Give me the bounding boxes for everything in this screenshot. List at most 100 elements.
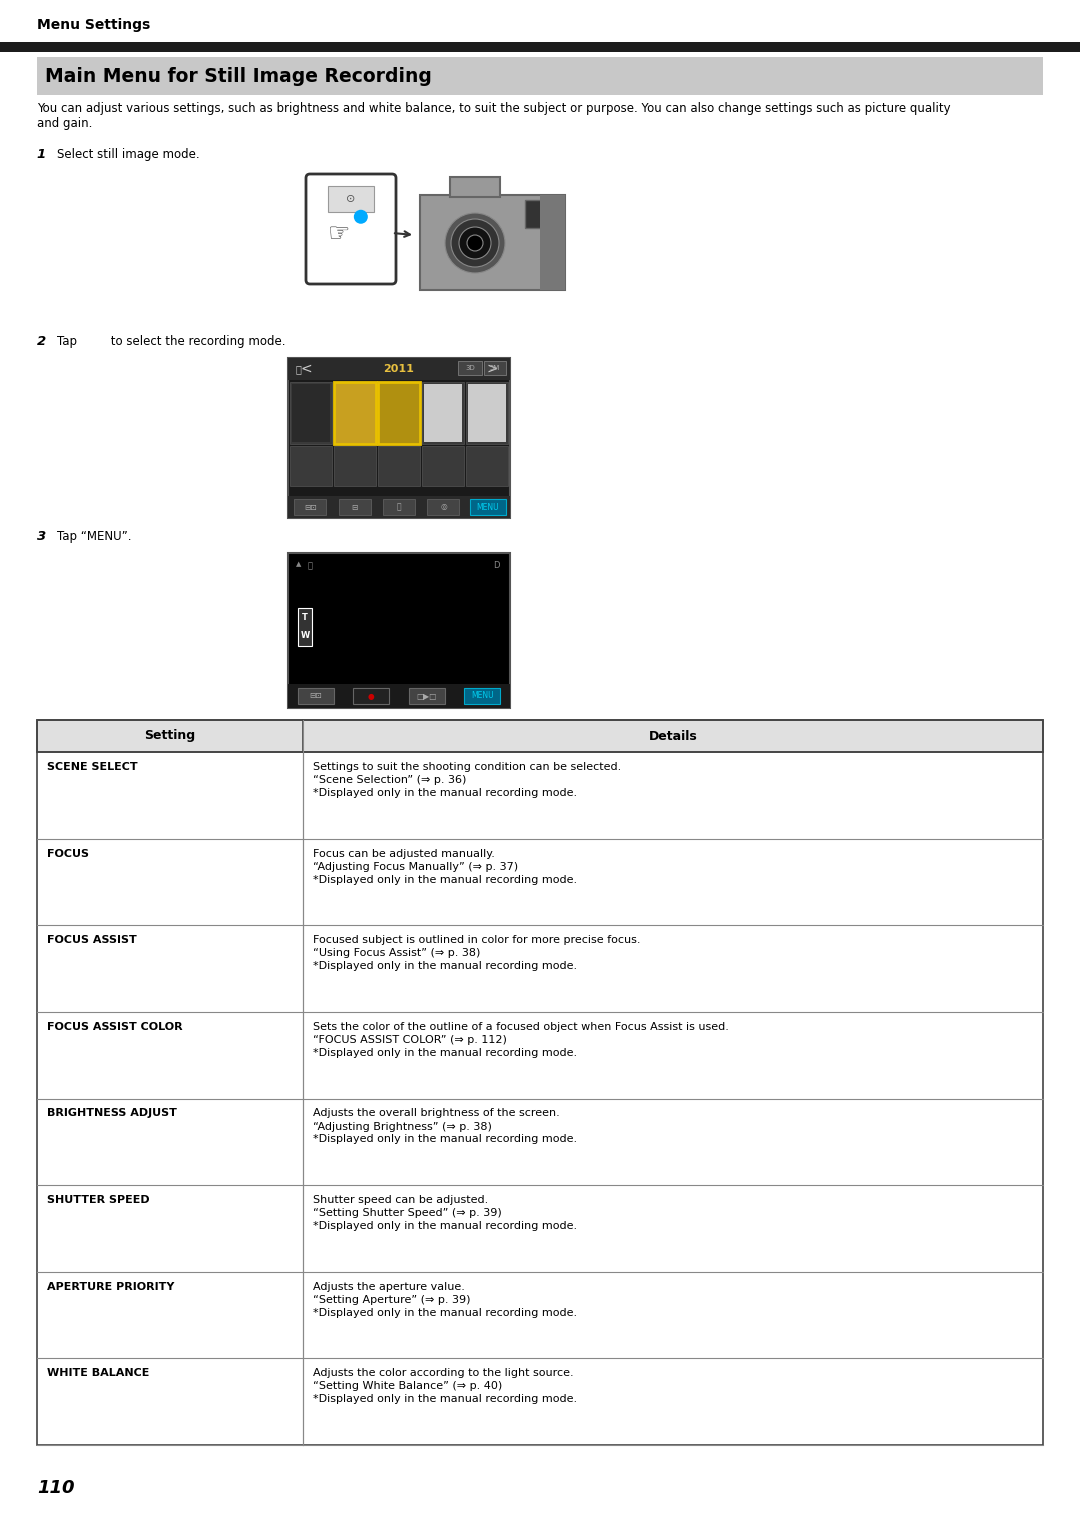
Bar — [291, 382, 332, 444]
Bar — [450, 177, 500, 197]
Text: Adjusts the color according to the light source.: Adjusts the color according to the light… — [313, 1368, 575, 1379]
Text: Main Menu for Still Image Recording: Main Menu for Still Image Recording — [44, 67, 432, 86]
Bar — [0, 43, 1080, 52]
Text: T: T — [302, 614, 308, 623]
Text: *Displayed only in the manual recording mode.: *Displayed only in the manual recording … — [313, 1394, 578, 1405]
FancyBboxPatch shape — [306, 174, 396, 284]
Bar — [470, 499, 505, 515]
Text: BRIGHTNESS ADJUST: BRIGHTNESS ADJUST — [46, 1109, 177, 1118]
Text: FOCUS: FOCUS — [46, 849, 89, 858]
Circle shape — [451, 218, 499, 267]
Text: 3D: 3D — [465, 365, 475, 371]
Text: 📷: 📷 — [308, 560, 313, 570]
Text: D: D — [494, 560, 500, 570]
Text: Details: Details — [649, 730, 698, 742]
Text: ▲: ▲ — [296, 560, 301, 567]
Text: Tap “MENU”.: Tap “MENU”. — [57, 530, 132, 544]
Bar — [37, 721, 1043, 1445]
Text: ◎: ◎ — [440, 502, 447, 512]
Bar — [540, 195, 565, 290]
Bar — [378, 382, 420, 444]
Bar — [288, 357, 510, 518]
Text: ⊙: ⊙ — [347, 194, 355, 205]
Text: Settings to suit the shooting condition can be selected.: Settings to suit the shooting condition … — [313, 762, 622, 773]
Bar — [420, 195, 565, 290]
Bar — [339, 499, 370, 515]
Bar — [298, 689, 334, 704]
Text: Menu Settings: Menu Settings — [37, 18, 150, 32]
Bar — [383, 499, 415, 515]
Text: “FOCUS ASSIST COLOR” (⇒ p. 112): “FOCUS ASSIST COLOR” (⇒ p. 112) — [313, 1035, 508, 1044]
Text: Adjusts the overall brightness of the screen.: Adjusts the overall brightness of the sc… — [313, 1109, 561, 1118]
Text: SCENE SELECT: SCENE SELECT — [46, 762, 137, 773]
Bar — [334, 382, 376, 444]
Text: ☞: ☞ — [327, 221, 350, 246]
Text: <: < — [300, 362, 312, 376]
Text: FOCUS ASSIST COLOR: FOCUS ASSIST COLOR — [46, 1022, 183, 1032]
Bar — [334, 446, 376, 486]
Circle shape — [467, 235, 483, 250]
Bar — [37, 721, 1043, 751]
Bar — [464, 689, 500, 704]
Circle shape — [459, 228, 491, 260]
Text: *Displayed only in the manual recording mode.: *Displayed only in the manual recording … — [313, 1048, 578, 1058]
Text: “Setting Shutter Speed” (⇒ p. 39): “Setting Shutter Speed” (⇒ p. 39) — [313, 1208, 502, 1219]
Text: *Displayed only in the manual recording mode.: *Displayed only in the manual recording … — [313, 1135, 578, 1145]
Bar — [288, 684, 510, 709]
Text: *Displayed only in the manual recording mode.: *Displayed only in the manual recording … — [313, 1222, 578, 1231]
Text: Focused subject is outlined in color for more precise focus.: Focused subject is outlined in color for… — [313, 935, 640, 945]
Text: MENU: MENU — [471, 692, 494, 701]
Text: You can adjust various settings, such as brightness and white balance, to suit t: You can adjust various settings, such as… — [37, 102, 950, 115]
Bar — [328, 186, 374, 212]
Bar — [465, 446, 508, 486]
Bar — [288, 357, 510, 380]
Text: *Displayed only in the manual recording mode.: *Displayed only in the manual recording … — [313, 962, 578, 971]
Text: 2011: 2011 — [383, 363, 415, 374]
Text: “Using Focus Assist” (⇒ p. 38): “Using Focus Assist” (⇒ p. 38) — [313, 948, 481, 959]
Text: Select still image mode.: Select still image mode. — [57, 148, 200, 160]
Bar — [288, 553, 510, 709]
Bar — [408, 689, 445, 704]
Text: FOCUS ASSIST: FOCUS ASSIST — [46, 935, 136, 945]
Text: “Adjusting Brightness” (⇒ p. 38): “Adjusting Brightness” (⇒ p. 38) — [313, 1121, 492, 1132]
Text: *Displayed only in the manual recording mode.: *Displayed only in the manual recording … — [313, 788, 578, 799]
Bar — [353, 689, 389, 704]
Bar — [424, 383, 462, 441]
Text: *Displayed only in the manual recording mode.: *Displayed only in the manual recording … — [313, 1307, 578, 1318]
Text: WHITE BALANCE: WHITE BALANCE — [46, 1368, 149, 1379]
Text: SHUTTER SPEED: SHUTTER SPEED — [46, 1196, 149, 1205]
Text: 2: 2 — [37, 334, 46, 348]
Bar — [465, 382, 508, 444]
Bar — [484, 360, 507, 376]
Circle shape — [445, 212, 505, 273]
Text: Setting: Setting — [145, 730, 195, 742]
Text: “Setting White Balance” (⇒ p. 40): “Setting White Balance” (⇒ p. 40) — [313, 1382, 502, 1391]
Text: “Scene Selection” (⇒ p. 36): “Scene Selection” (⇒ p. 36) — [313, 776, 467, 785]
Text: 🗑: 🗑 — [396, 502, 402, 512]
Text: Sets the color of the outline of a focused object when Focus Assist is used.: Sets the color of the outline of a focus… — [313, 1022, 729, 1032]
Bar — [292, 383, 330, 441]
Bar — [468, 383, 507, 441]
Text: APERTURE PRIORITY: APERTURE PRIORITY — [46, 1281, 174, 1292]
Bar — [378, 446, 420, 486]
Bar — [37, 56, 1043, 95]
Text: 5M: 5M — [490, 365, 500, 371]
Bar — [458, 360, 482, 376]
Text: *Displayed only in the manual recording mode.: *Displayed only in the manual recording … — [313, 875, 578, 884]
Text: W: W — [300, 632, 310, 640]
Circle shape — [354, 209, 368, 224]
Text: 📷: 📷 — [296, 363, 302, 374]
Bar — [294, 499, 326, 515]
Text: ⊟⊡: ⊟⊡ — [303, 502, 316, 512]
Bar — [525, 200, 563, 228]
Bar — [288, 496, 510, 518]
Bar — [422, 446, 464, 486]
Text: 3: 3 — [37, 530, 46, 544]
Text: >: > — [486, 362, 498, 376]
Text: “Adjusting Focus Manually” (⇒ p. 37): “Adjusting Focus Manually” (⇒ p. 37) — [313, 861, 518, 872]
Text: □▶□: □▶□ — [417, 692, 437, 701]
Text: “Setting Aperture” (⇒ p. 39): “Setting Aperture” (⇒ p. 39) — [313, 1295, 471, 1304]
Text: 110: 110 — [37, 1480, 75, 1496]
Bar — [428, 499, 459, 515]
Bar — [298, 608, 312, 646]
